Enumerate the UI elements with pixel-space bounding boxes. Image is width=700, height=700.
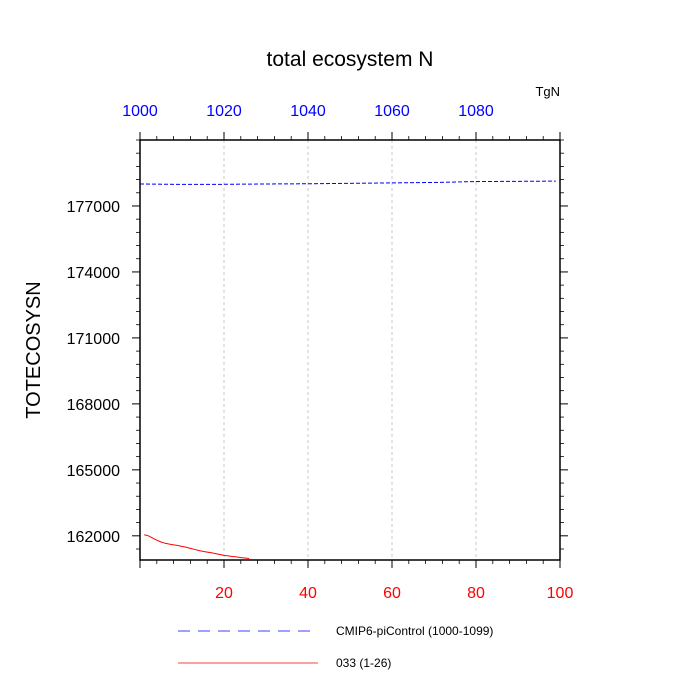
axis-ticks — [132, 132, 568, 568]
series-layer — [139, 180, 556, 559]
series-line-0 — [139, 180, 556, 185]
x-bottom-tick-label-20: 20 — [215, 585, 233, 602]
legend-label-033: 033 (1-26) — [336, 656, 391, 670]
grid-lines — [223, 140, 477, 560]
x-bottom-tick-labels: 20 40 60 80 100 — [215, 585, 573, 602]
y-tick-labels: 162000 165000 168000 171000 174000 177000 — [67, 199, 120, 546]
x-top-tick-label-1020: 1020 — [206, 103, 242, 120]
x-top-tick-label-1080: 1080 — [458, 103, 494, 120]
legend: CMIP6-piControl (1000-1099) 033 (1-26) — [178, 624, 493, 670]
x-top-tick-label-1000: 1000 — [122, 103, 158, 120]
plot-frame — [139, 139, 561, 561]
x-bottom-tick-label-100: 100 — [547, 585, 574, 602]
x-bottom-tick-label-60: 60 — [383, 585, 401, 602]
x-bottom-tick-label-80: 80 — [467, 585, 485, 602]
chart-title: total ecosystem N — [267, 48, 434, 71]
x-top-tick-label-1040: 1040 — [290, 103, 326, 120]
y-tick-label-168000: 168000 — [67, 397, 120, 414]
y-tick-label-171000: 171000 — [67, 331, 120, 348]
legend-label-piControl: CMIP6-piControl (1000-1099) — [336, 624, 493, 638]
y-tick-label-162000: 162000 — [67, 529, 120, 546]
x-bottom-tick-label-40: 40 — [299, 585, 317, 602]
y-axis-label: TOTECOSYSN — [23, 281, 45, 418]
y-tick-label-177000: 177000 — [67, 199, 120, 216]
x-top-tick-label-1060: 1060 — [374, 103, 410, 120]
series-line-1 — [144, 534, 250, 559]
x-top-tick-labels: 1000 1020 1040 1060 1080 — [122, 103, 494, 120]
units-label: TgN — [535, 84, 560, 99]
y-tick-label-165000: 165000 — [67, 463, 120, 480]
y-tick-label-174000: 174000 — [67, 265, 120, 282]
